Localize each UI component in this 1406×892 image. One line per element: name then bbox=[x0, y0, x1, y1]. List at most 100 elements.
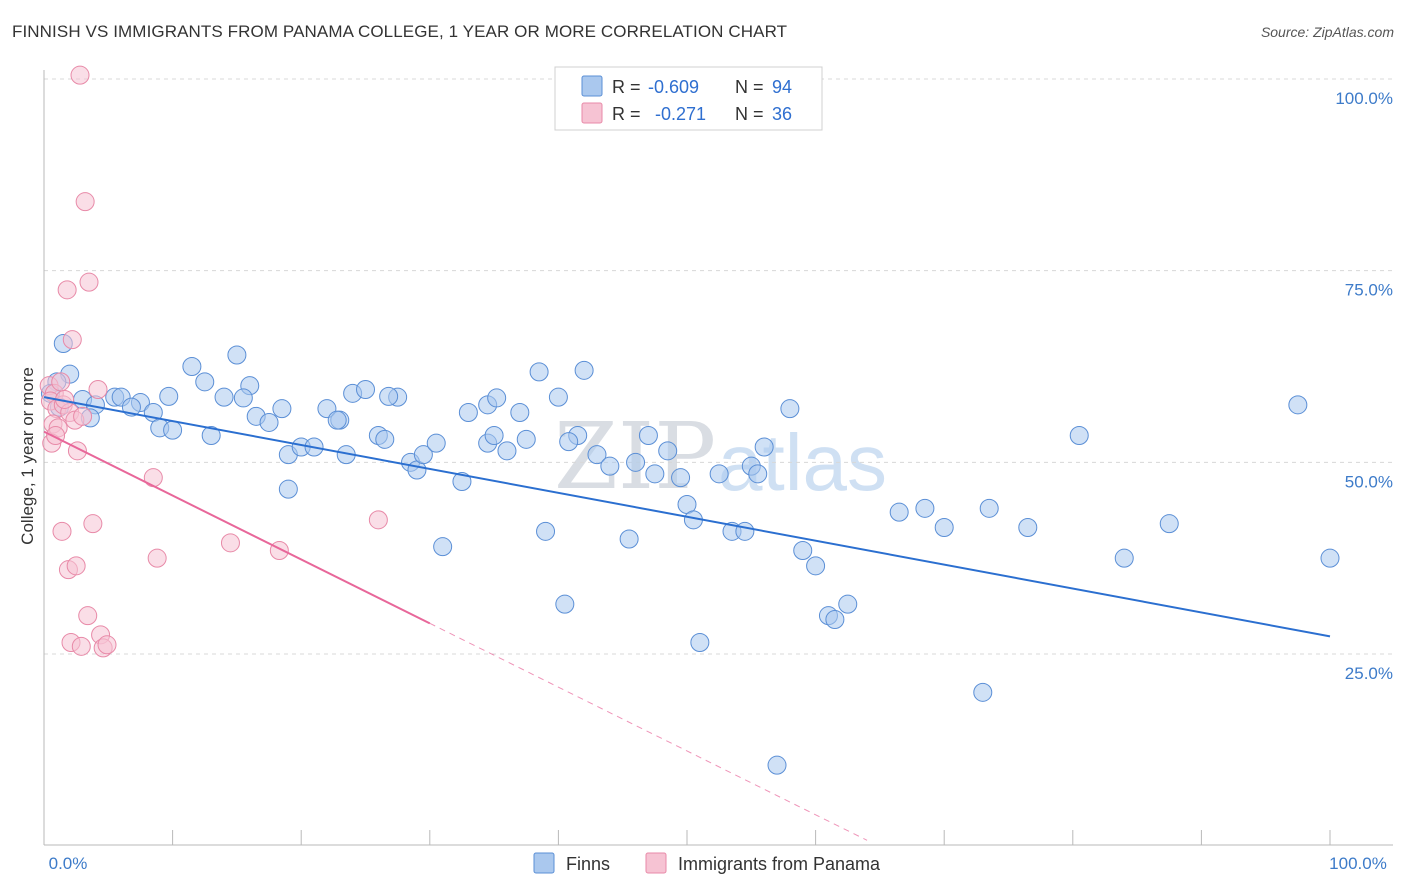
finns-point bbox=[1114, 548, 1134, 568]
bottom-legend-label-panama: Immigrants from Panama bbox=[678, 854, 881, 874]
finns-point bbox=[587, 445, 607, 465]
gridlines bbox=[44, 78, 1393, 655]
panama-point bbox=[73, 406, 93, 426]
panama-point bbox=[368, 510, 388, 530]
finns-point bbox=[793, 541, 813, 560]
finns-point bbox=[510, 403, 530, 422]
finns-point bbox=[529, 362, 549, 382]
panama-point bbox=[220, 533, 240, 553]
legend-panama-n-value: 36 bbox=[772, 104, 792, 124]
panama-trend-line bbox=[43, 430, 431, 625]
panama-point bbox=[70, 65, 90, 85]
finns-point bbox=[259, 412, 279, 432]
finns-point bbox=[559, 432, 579, 452]
finns-point bbox=[278, 479, 298, 499]
finns-point bbox=[735, 521, 755, 541]
y-tick-labels: 100.0% 75.0% 50.0% 25.0% bbox=[1335, 89, 1393, 683]
finns-point bbox=[201, 426, 221, 445]
finns-point bbox=[838, 594, 858, 614]
finns-point bbox=[780, 399, 800, 419]
finns-point bbox=[973, 682, 993, 702]
finns-point bbox=[638, 426, 658, 445]
finns-point bbox=[327, 410, 347, 430]
finns-point bbox=[934, 518, 954, 537]
finns-point bbox=[413, 445, 433, 465]
finns-point bbox=[645, 464, 665, 484]
finns-point bbox=[806, 556, 826, 576]
panama-point bbox=[143, 468, 163, 488]
finns-point bbox=[748, 464, 768, 484]
source-label: Source: ZipAtlas.com bbox=[1260, 24, 1394, 40]
finns-point bbox=[1069, 426, 1089, 445]
y-tick-label: 100.0% bbox=[1335, 89, 1393, 108]
finns-point bbox=[574, 360, 594, 380]
finns-point bbox=[227, 345, 247, 365]
finns-point bbox=[159, 386, 179, 406]
bottom-legend-label-finns: Finns bbox=[566, 854, 610, 874]
panama-point bbox=[75, 192, 95, 212]
legend-swatch-finns bbox=[581, 75, 603, 97]
x-tick-marks bbox=[43, 830, 1331, 845]
finns-point bbox=[767, 755, 787, 775]
finns-point bbox=[458, 403, 478, 422]
finns-point bbox=[671, 468, 691, 488]
panama-point bbox=[88, 380, 108, 399]
finns-point bbox=[709, 464, 729, 484]
panama-point bbox=[78, 606, 98, 626]
panama-point bbox=[269, 541, 289, 560]
finns-point bbox=[375, 429, 395, 449]
bottom-legend-swatch-panama bbox=[645, 852, 667, 874]
finns-point bbox=[658, 441, 678, 461]
finns-point bbox=[516, 429, 536, 449]
axes bbox=[43, 70, 1393, 846]
panama-trend-extension bbox=[429, 622, 868, 841]
panama-point bbox=[51, 372, 71, 392]
finns-point bbox=[163, 420, 183, 440]
legend: R = -0.609 N = 94 R = -0.271 N = 36 bbox=[554, 66, 823, 131]
panama-point bbox=[83, 514, 103, 534]
finns-point bbox=[182, 357, 202, 376]
finns-point bbox=[1288, 395, 1308, 415]
finns-point bbox=[426, 433, 446, 453]
panama-point bbox=[79, 272, 99, 292]
legend-finns-n-value: 94 bbox=[772, 77, 792, 97]
finns-point bbox=[214, 387, 234, 407]
finns-point bbox=[487, 388, 507, 408]
y-tick-label: 75.0% bbox=[1345, 281, 1393, 300]
legend-panama-r-label: R = bbox=[612, 104, 641, 124]
finns-point bbox=[889, 502, 909, 522]
panama-point bbox=[66, 556, 86, 576]
panama-point bbox=[97, 635, 117, 655]
x-tick-label-min: 0.0% bbox=[49, 854, 88, 873]
legend-finns-r-label: R = bbox=[612, 77, 641, 97]
trend-lines bbox=[43, 396, 1331, 841]
finns-point bbox=[356, 380, 375, 399]
finns-point bbox=[1018, 518, 1038, 537]
panama-point bbox=[62, 330, 82, 350]
finns-point bbox=[497, 441, 517, 461]
panama-point bbox=[147, 548, 167, 568]
finns-point bbox=[272, 399, 292, 419]
y-tick-label: 50.0% bbox=[1345, 472, 1393, 491]
legend-finns-n-label: N = bbox=[735, 77, 764, 97]
legend-panama-n-label: N = bbox=[735, 104, 764, 124]
finns-point bbox=[754, 437, 774, 457]
panama-point bbox=[57, 280, 77, 300]
finns-point bbox=[433, 537, 453, 557]
bottom-legend-swatch-finns bbox=[533, 852, 555, 874]
finns-point bbox=[536, 521, 556, 541]
panama-point bbox=[71, 636, 91, 656]
legend-swatch-panama bbox=[581, 102, 603, 124]
finns-point bbox=[195, 372, 215, 392]
y-tick-label: 25.0% bbox=[1345, 664, 1393, 683]
finns-point bbox=[548, 387, 568, 407]
finns-point bbox=[484, 426, 504, 445]
finns-point bbox=[1320, 548, 1340, 568]
legend-finns-r-value: -0.609 bbox=[648, 77, 699, 97]
panama-point bbox=[52, 521, 72, 541]
series-finns-points bbox=[40, 334, 1340, 775]
finns-point bbox=[555, 594, 575, 614]
y-axis-title: College, 1 year or more bbox=[18, 367, 37, 545]
finns-point bbox=[1159, 514, 1179, 534]
